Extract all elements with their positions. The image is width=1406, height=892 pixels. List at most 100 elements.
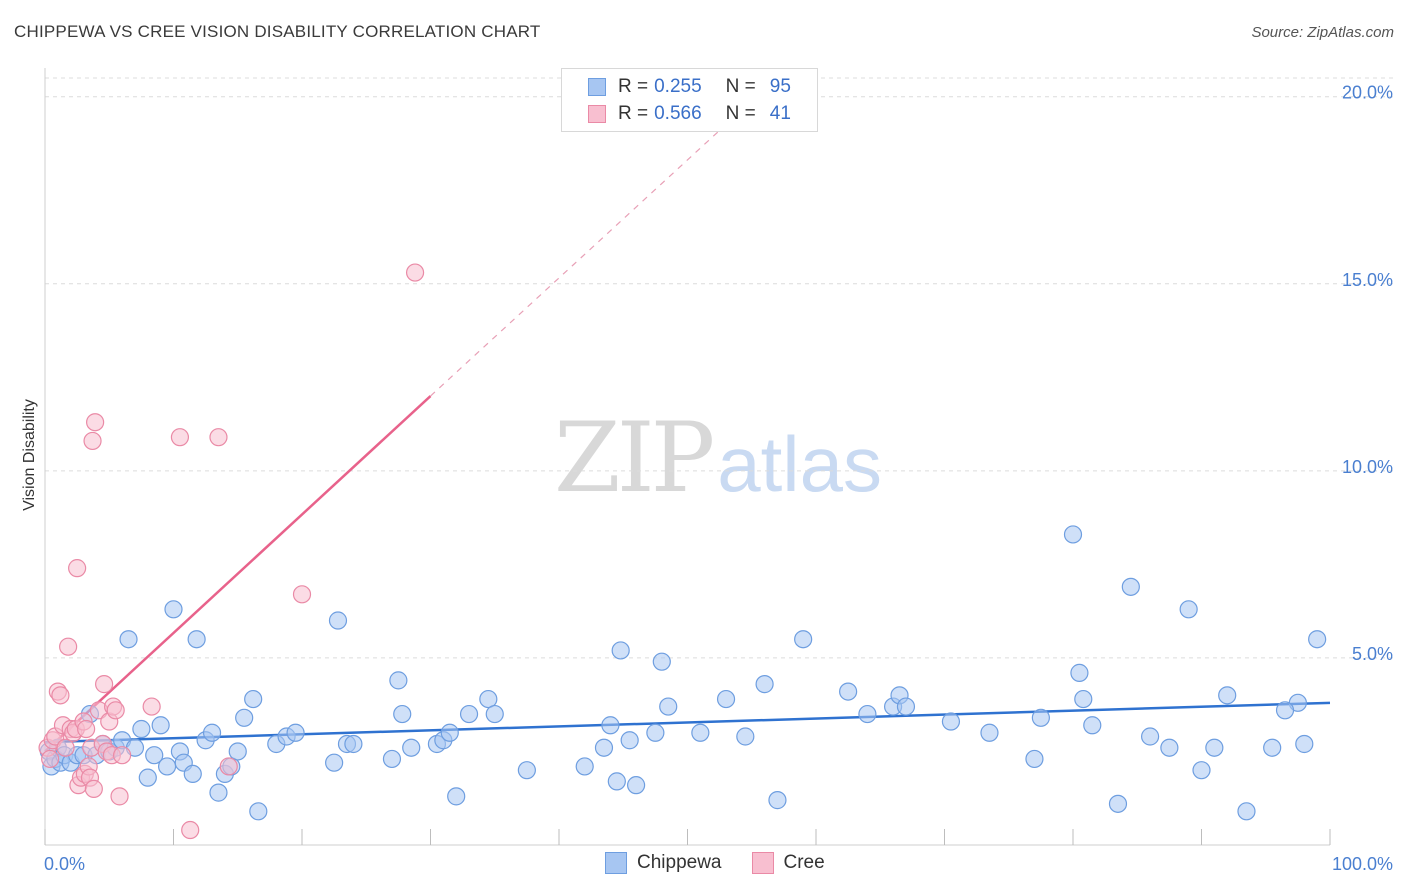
point-chippewa — [393, 704, 412, 724]
point-chippewa — [980, 723, 999, 742]
chart-title: CHIPPEWA VS CREE VISION DISABILITY CORRE… — [14, 22, 541, 41]
point-cree — [59, 637, 78, 656]
point-chippewa — [447, 787, 466, 806]
trend-line-cree — [44, 395, 432, 753]
point-chippewa — [209, 783, 228, 802]
legend-n-label: N = — [725, 76, 756, 97]
source-credit: Source: ZipAtlas.com — [1251, 24, 1394, 41]
point-chippewa — [607, 772, 626, 791]
x-tick-label: 100.0% — [1332, 854, 1393, 874]
legend-r-label: R = — [618, 76, 649, 97]
point-cree — [292, 585, 312, 604]
point-chippewa — [132, 719, 151, 739]
point-chippewa — [1121, 577, 1140, 596]
x-tick-label: 0.0% — [44, 854, 85, 874]
point-chippewa — [755, 675, 774, 694]
point-chippewa — [601, 716, 620, 735]
point-chippewa — [659, 697, 678, 716]
y-tick-label: 20.0% — [1342, 83, 1393, 103]
point-chippewa — [1063, 525, 1083, 544]
point-chippewa — [485, 704, 504, 724]
axis-labels: 5.0% 10.0% 15.0% 20.0% 0.0% 100.0% Vision Disa… — [21, 83, 1393, 874]
point-chippewa — [839, 682, 858, 701]
point-chippewa — [1025, 749, 1044, 769]
point-chippewa — [145, 746, 164, 765]
point-cree — [405, 263, 425, 282]
point-chippewa — [1205, 738, 1224, 757]
point-chippewa — [896, 697, 916, 716]
point-chippewa — [202, 723, 222, 742]
legend-row-chippewa: R = 0.255 N = 95 — [588, 75, 791, 99]
point-chippewa — [328, 611, 348, 630]
point-cree — [56, 738, 75, 757]
point-chippewa — [389, 671, 408, 690]
point-chippewa — [736, 727, 755, 746]
point-chippewa — [1031, 708, 1050, 727]
point-chippewa — [187, 630, 206, 649]
point-chippewa — [1083, 716, 1102, 735]
point-chippewa — [1237, 802, 1256, 821]
point-chippewa — [1179, 600, 1198, 619]
y-tick-label: 5.0% — [1352, 644, 1393, 664]
point-cree — [84, 779, 103, 798]
point-chippewa — [325, 753, 344, 772]
data-points — [38, 263, 1327, 840]
point-cree — [95, 675, 114, 694]
y-tick-label: 10.0% — [1342, 457, 1393, 477]
point-chippewa — [716, 689, 736, 709]
series-legend-cree[interactable]: Cree — [751, 852, 825, 874]
point-chippewa — [249, 802, 268, 821]
point-chippewa — [1218, 686, 1237, 705]
series-label-cree: Cree — [783, 852, 825, 873]
series-legend-chippewa[interactable]: Chippewa — [605, 852, 722, 874]
point-cree — [77, 719, 96, 739]
point-cree — [170, 428, 190, 447]
point-cree — [86, 413, 105, 432]
legend-r-value: 0.566 — [654, 103, 702, 124]
legend-row-cree: R = 0.566 N = 41 — [588, 102, 791, 126]
axes — [44, 68, 1331, 846]
point-cree — [83, 431, 102, 451]
point-chippewa — [119, 630, 138, 649]
point-chippewa — [1074, 689, 1093, 709]
point-cree — [142, 697, 161, 716]
point-cree — [219, 757, 238, 776]
point-chippewa — [151, 716, 170, 735]
point-chippewa — [1308, 630, 1327, 649]
point-chippewa — [626, 776, 646, 795]
point-chippewa — [138, 768, 157, 787]
series-legend: Chippewa Cree — [605, 852, 855, 874]
point-cree — [51, 686, 70, 705]
legend-n-value: 95 — [769, 76, 791, 97]
point-chippewa — [594, 738, 614, 757]
point-chippewa — [941, 712, 961, 731]
legend-n-label: N = — [725, 103, 756, 124]
point-chippewa — [768, 791, 787, 810]
point-chippewa — [228, 742, 247, 761]
legend-r-label: R = — [618, 103, 649, 124]
trend-lines — [44, 129, 1331, 753]
correlation-legend: R = 0.255 N = 95 R = 0.566 N = 41 — [561, 68, 818, 132]
point-chippewa — [183, 764, 202, 784]
point-chippewa — [1160, 738, 1179, 757]
point-cree — [110, 787, 129, 806]
series-swatch-chippewa — [605, 852, 627, 874]
point-chippewa — [286, 723, 305, 742]
point-cree — [112, 746, 132, 765]
point-chippewa — [440, 723, 459, 742]
series-label-chippewa: Chippewa — [637, 852, 722, 873]
y-tick-label: 15.0% — [1342, 270, 1393, 290]
point-chippewa — [575, 757, 594, 776]
point-chippewa — [1295, 734, 1314, 754]
y-axis-title: Vision Disability — [21, 399, 38, 511]
trend-line-chippewa — [44, 701, 1331, 744]
point-cree — [41, 749, 60, 769]
point-chippewa — [620, 731, 639, 750]
legend-r-value: 0.255 — [654, 76, 702, 97]
point-chippewa — [1192, 761, 1211, 780]
point-cree — [106, 701, 125, 720]
point-chippewa — [459, 704, 479, 724]
point-chippewa — [244, 689, 263, 709]
point-cree — [68, 559, 87, 578]
